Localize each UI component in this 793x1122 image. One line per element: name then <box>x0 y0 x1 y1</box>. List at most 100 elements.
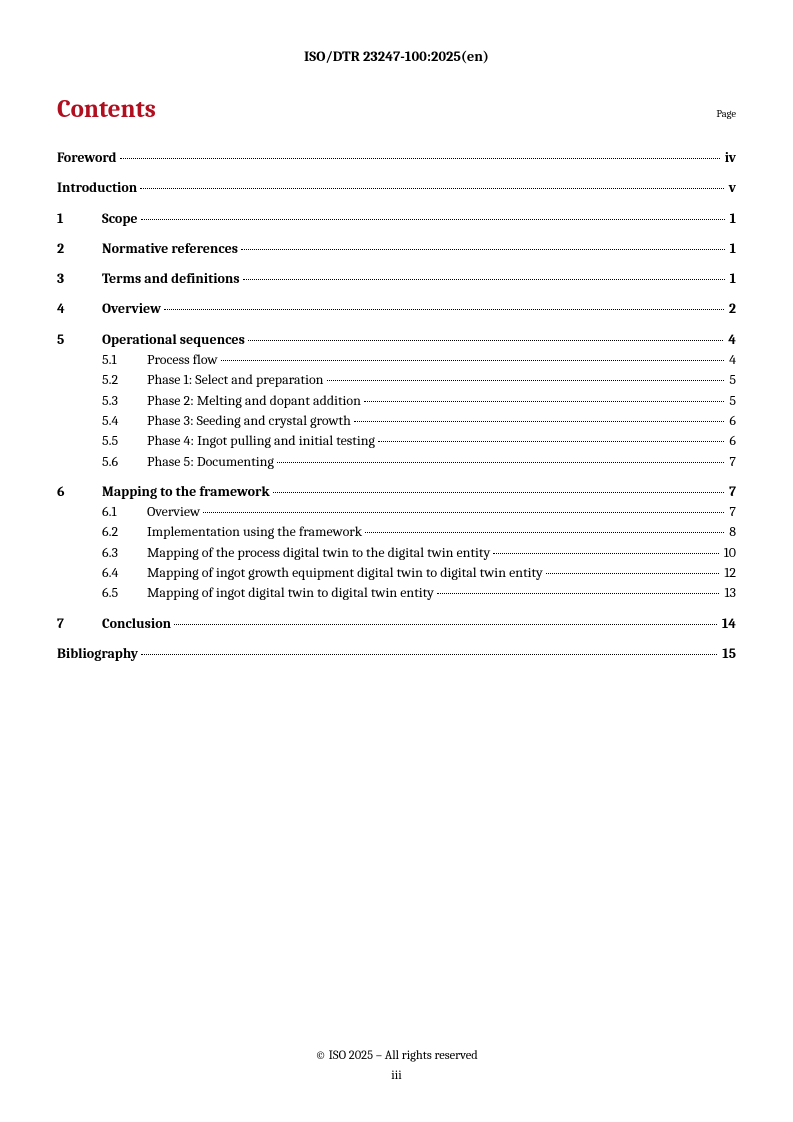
toc-leader <box>277 462 725 463</box>
toc-leader <box>365 532 724 533</box>
toc-leader <box>174 624 717 625</box>
toc-subentry-number: 6.2 <box>102 522 147 542</box>
toc-entry-number: 5 <box>57 330 102 350</box>
toc-subentry: 6.4Mapping of ingot growth equipment dig… <box>57 563 736 583</box>
toc-subentry: 6.5Mapping of ingot digital twin to digi… <box>57 583 736 603</box>
toc-entry: Forewordiv <box>57 148 736 168</box>
toc-entry-title: Terms and definitions <box>102 269 240 289</box>
toc-entry-number: 7 <box>57 614 102 634</box>
toc-subentry-title: Phase 5: Documenting <box>147 452 274 472</box>
toc-subentry-number: 6.5 <box>102 583 147 603</box>
toc-leader <box>493 553 718 554</box>
toc-entry: 6Mapping to the framework 7 <box>57 482 736 502</box>
toc-subentry-page: 5 <box>727 370 736 390</box>
toc-subentry-title: Implementation using the framework <box>147 522 362 542</box>
toc-entry: 2Normative references1 <box>57 239 736 259</box>
toc-entry: 7Conclusion 14 <box>57 614 736 634</box>
toc-leader <box>437 593 720 594</box>
toc-leader <box>140 188 723 189</box>
toc-leader <box>546 573 720 574</box>
toc-entry-title: Conclusion <box>102 614 171 634</box>
toc-leader <box>164 309 724 310</box>
table-of-contents: Forewordiv Introduction v 1 Scope 12 Normative… <box>57 148 736 664</box>
toc-entry-number: 2 <box>57 239 102 259</box>
toc-entry-title: Foreword <box>57 148 117 168</box>
toc-leader <box>120 158 720 159</box>
toc-entry-page: 7 <box>727 482 736 502</box>
toc-entry-number: 3 <box>57 269 102 289</box>
toc-subentry-title: Phase 3: Seeding and crystal growth <box>147 411 351 431</box>
toc-entry: 1Scope1 <box>57 209 736 229</box>
toc-entry-title: Mapping to the framework <box>102 482 270 502</box>
toc-subentry-number: 6.4 <box>102 563 147 583</box>
toc-entry-page: 1 <box>728 209 736 229</box>
toc-leader <box>141 219 725 220</box>
toc-subentry-title: Phase 4: Ingot pulling and initial testi… <box>147 431 375 451</box>
toc-subentry-number: 6.3 <box>102 543 147 563</box>
toc-subentry: 6.3Mapping of the process digital twin t… <box>57 543 736 563</box>
toc-section: 6Mapping to the framework76.1Overview76.… <box>57 482 736 604</box>
toc-subentry-title: Phase 1: Select and preparation <box>147 370 324 390</box>
toc-subentry: 5.6Phase 5: Documenting7 <box>57 452 736 472</box>
toc-leader <box>203 512 724 513</box>
toc-subentry: 5.5Phase 4: Ingot pulling and initial te… <box>57 431 736 451</box>
toc-entry-page: 4 <box>726 330 736 350</box>
toc-subentry-page: 8 <box>727 522 736 542</box>
toc-leader <box>354 421 725 422</box>
toc-entry: 3Terms and definitions1 <box>57 269 736 289</box>
toc-entry-number: 4 <box>57 299 102 319</box>
toc-leader <box>141 654 717 655</box>
page-label: Page <box>716 108 736 120</box>
toc-section: Introduction v <box>57 178 736 198</box>
toc-entry-title: Overview <box>102 299 161 319</box>
toc-section: Bibliography15 <box>57 644 736 664</box>
toc-section: 7Conclusion 14 <box>57 614 736 634</box>
toc-subentry-page: 6 <box>727 411 736 431</box>
toc-section: 3Terms and definitions1 <box>57 269 736 289</box>
toc-entry-title: Normative references <box>102 239 238 259</box>
toc-section: 5Operational sequences45.1Process flow45… <box>57 330 736 472</box>
toc-entry-page: 2 <box>727 299 736 319</box>
toc-subentry-page: 12 <box>722 563 736 583</box>
toc-subentry-page: 7 <box>727 502 736 522</box>
toc-entry: 4Overview 2 <box>57 299 736 319</box>
toc-subentry-title: Mapping of ingot growth equipment digita… <box>147 563 543 583</box>
page-number: iii <box>0 1067 793 1086</box>
toc-subentry: 5.1Process flow 4 <box>57 350 736 370</box>
toc-entry-title: Operational sequences <box>102 330 245 350</box>
toc-subentry-page: 13 <box>722 583 736 603</box>
contents-header: Contents Page <box>57 95 736 124</box>
toc-entry-page: v <box>727 178 736 198</box>
toc-subentry-title: Phase 2: Melting and dopant addition <box>147 391 361 411</box>
toc-section: 4Overview 2 <box>57 299 736 319</box>
toc-subentry-page: 4 <box>727 350 736 370</box>
contents-title: Contents <box>57 95 156 124</box>
toc-entry-title: Introduction <box>57 178 137 198</box>
toc-subentry-page: 10 <box>722 543 736 563</box>
toc-subentry-title: Mapping of the process digital twin to t… <box>147 543 490 563</box>
toc-subentry-number: 5.2 <box>102 370 147 390</box>
toc-leader <box>243 279 725 280</box>
toc-subentry-page: 7 <box>727 452 736 472</box>
document-header: ISO/DTR 23247-100:2025(en) <box>57 48 736 65</box>
toc-subentry-number: 5.4 <box>102 411 147 431</box>
toc-entry-number: 6 <box>57 482 102 502</box>
toc-leader <box>327 380 725 381</box>
toc-subentry-number: 5.3 <box>102 391 147 411</box>
toc-entry-title: Scope <box>102 209 138 229</box>
toc-subentry-number: 5.5 <box>102 431 147 451</box>
toc-entry-page: 14 <box>720 614 736 634</box>
toc-subentry: 5.3Phase 2: Melting and dopant addition5 <box>57 391 736 411</box>
toc-entry: Bibliography15 <box>57 644 736 664</box>
page-footer: © ISO 2025 – All rights reserved iii <box>0 1047 793 1086</box>
toc-subentry: 6.1Overview7 <box>57 502 736 522</box>
toc-leader <box>221 360 725 361</box>
toc-section: Forewordiv <box>57 148 736 168</box>
toc-leader <box>364 401 724 402</box>
toc-leader <box>241 249 725 250</box>
toc-subentry-title: Process flow <box>147 350 218 370</box>
toc-subentry: 5.4Phase 3: Seeding and crystal growth 6 <box>57 411 736 431</box>
toc-subentry-number: 5.1 <box>102 350 147 370</box>
toc-leader <box>248 340 723 341</box>
toc-entry-page: 15 <box>720 644 736 664</box>
